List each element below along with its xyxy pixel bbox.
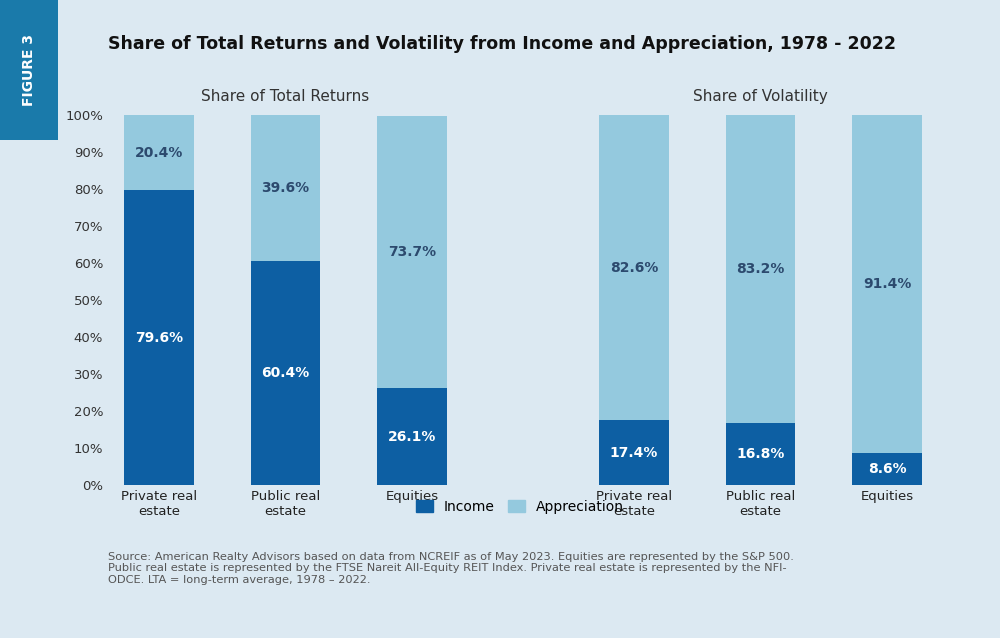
Text: 26.1%: 26.1% [388,429,436,443]
Bar [377,389,447,485]
Bar [726,115,795,423]
Legend: Income, Appreciation: Income, Appreciation [410,494,630,519]
Bar [599,115,669,420]
Title: Share of Volatility: Share of Volatility [693,89,828,104]
Text: 60.4%: 60.4% [261,366,310,380]
Bar [124,115,194,190]
Text: 91.4%: 91.4% [863,277,911,291]
Text: 73.7%: 73.7% [388,245,436,259]
Bar [251,262,320,485]
Text: 17.4%: 17.4% [610,446,658,460]
Bar [251,115,320,262]
Bar [0,0,58,140]
Bar [377,115,447,389]
Text: 16.8%: 16.8% [736,447,785,461]
Text: 20.4%: 20.4% [135,145,183,160]
Text: Share of Total Returns and Volatility from Income and Appreciation, 1978 - 2022: Share of Total Returns and Volatility fr… [108,35,896,53]
Bar [124,190,194,485]
Bar [852,115,922,453]
Text: 79.6%: 79.6% [135,330,183,345]
Bar [726,423,795,485]
Text: 39.6%: 39.6% [261,181,310,195]
Text: FIGURE 3: FIGURE 3 [22,34,36,106]
Title: Share of Total Returns: Share of Total Returns [201,89,370,104]
Text: 82.6%: 82.6% [610,261,658,275]
Bar [852,453,922,485]
Bar [599,420,669,485]
Text: 83.2%: 83.2% [736,262,785,276]
Text: 8.6%: 8.6% [868,462,906,476]
Text: Source: American Realty Advisors based on data from NCREIF as of May 2023. Equit: Source: American Realty Advisors based o… [108,552,794,585]
